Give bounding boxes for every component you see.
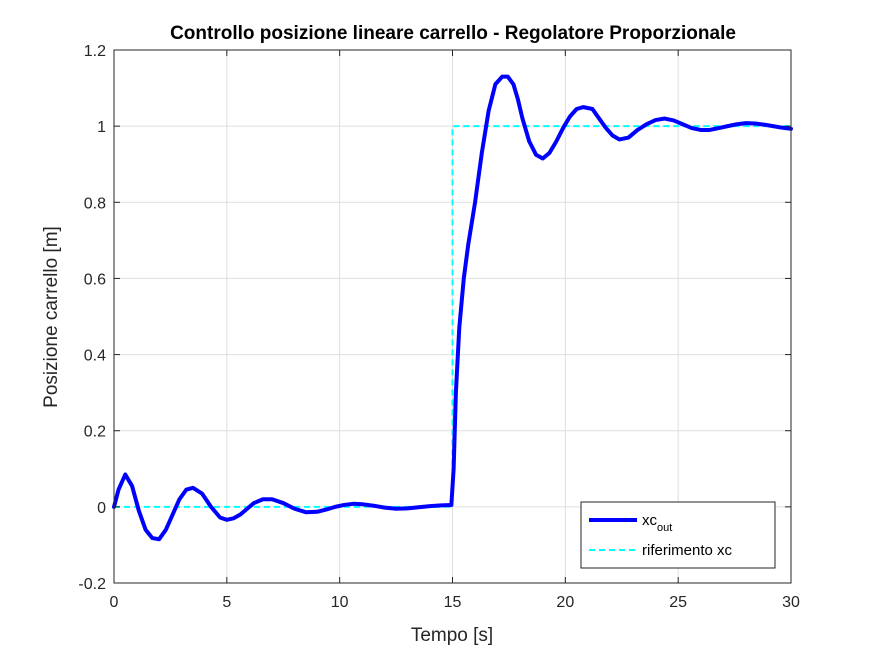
y-tick-label-1-2: 1.2 (84, 43, 106, 60)
legend-box (580, 501, 776, 569)
y-tick-label-0-2: 0.2 (84, 424, 106, 441)
y-axis-label: Posizione carrello [m] (41, 226, 62, 408)
y-axis-ticks: -0.2 0 0.2 0.4 0.6 0.8 1 1.2 (78, 43, 791, 593)
y-tick-label-0-8: 0.8 (84, 195, 106, 212)
legend-label-riferimento: riferimento xc (642, 542, 733, 559)
legend: xcout riferimento xc (580, 501, 776, 569)
y-tick-label-1: 1 (97, 119, 106, 136)
series-line-xc-out (112, 74, 793, 542)
chart-title: Controllo posizione lineare carrello - R… (170, 23, 736, 44)
x-axis-label: Tempo [s] (411, 625, 493, 646)
y-tick-label-0-2: -0.2 (78, 576, 106, 593)
series-layer (112, 74, 793, 542)
y-tick-label-0: 0 (97, 500, 106, 517)
x-axis-ticks: 0 5 10 15 20 25 30 (110, 50, 800, 611)
x-tick-label-25: 25 (669, 594, 687, 611)
x-tick-label-20: 20 (556, 594, 574, 611)
x-tick-label-30: 30 (782, 594, 800, 611)
y-tick-label-0-6: 0.6 (84, 271, 106, 288)
x-tick-label-15: 15 (444, 594, 462, 611)
x-tick-label-5: 5 (222, 594, 231, 611)
legend-label-xc-out: xcout (642, 512, 672, 534)
y-tick-label-0-4: 0.4 (84, 348, 106, 365)
plot-area: 0 5 10 15 20 25 30 -0.200.20.40.60.811.2 (78, 43, 800, 611)
x-tick-label-0: 0 (110, 594, 119, 611)
legend-label-xc-out-main: xc (642, 512, 658, 529)
legend-label-xc-out-sub: out (657, 522, 672, 534)
x-tick-label-10: 10 (331, 594, 349, 611)
